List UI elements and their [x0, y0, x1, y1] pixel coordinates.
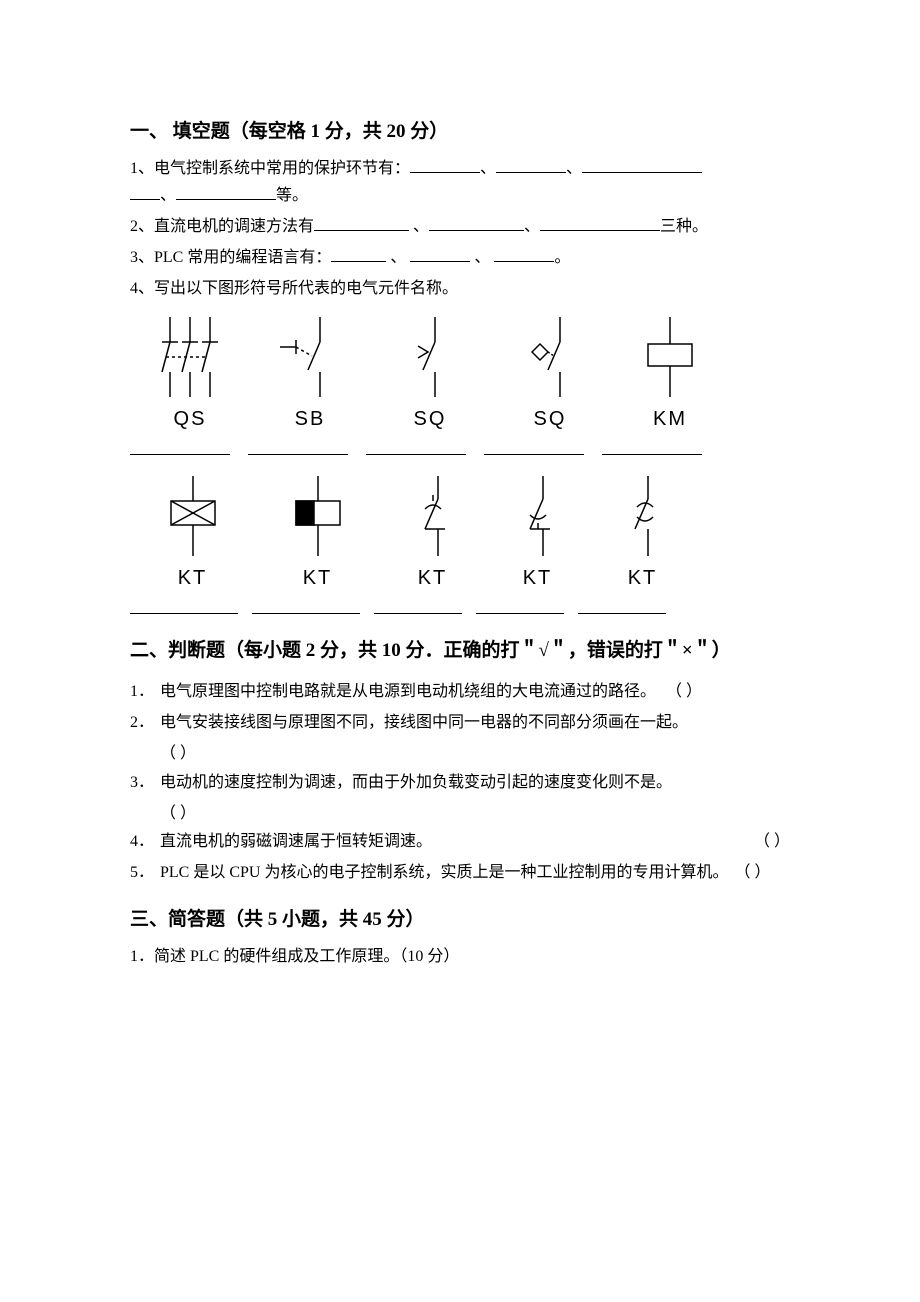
judge-paren[interactable]: （ ）	[660, 683, 702, 700]
kt1-label: KT	[178, 563, 208, 593]
sq2-label: SQ	[534, 404, 567, 434]
q2-blank3[interactable]	[540, 214, 660, 231]
judge-num: 4．	[130, 828, 160, 857]
section3-title: 三、简答题（共 5 小题，共 45 分）	[130, 906, 790, 935]
q3-prefix: 3、PLC 常用的编程语言有：	[130, 249, 331, 266]
kt3-icon	[383, 471, 483, 561]
judge-paren-3[interactable]: （ ）	[130, 800, 790, 829]
answer-row-1	[130, 438, 790, 455]
sb-icon	[260, 312, 360, 402]
q3-sep2: 、	[470, 249, 494, 266]
sb-label: SB	[295, 404, 326, 434]
qs-label: QS	[174, 404, 207, 434]
ans1-1[interactable]	[130, 438, 230, 455]
judge-paren[interactable]: （ ）	[748, 828, 790, 857]
symbol-kt3: KT	[380, 471, 485, 593]
symbol-kt2: KT	[255, 471, 380, 593]
q3: 3、PLC 常用的编程语言有： 、 、 。	[130, 244, 790, 271]
judge-paren[interactable]: （ ）	[736, 864, 770, 881]
symbol-row-2: KT KT KT	[130, 471, 790, 593]
ans1-3[interactable]	[366, 438, 466, 455]
q2-blank2[interactable]	[429, 214, 524, 231]
ans1-4[interactable]	[484, 438, 584, 455]
q1-sep2: 、	[566, 160, 582, 177]
kt2-label: KT	[303, 563, 333, 593]
q3-suffix: 。	[554, 249, 570, 266]
judge-list: 1．电气原理图中控制电路就是从电源到电动机绕组的大电流通过的路径。 （ ）2．电…	[130, 678, 790, 888]
kt5-label: KT	[628, 563, 658, 593]
ans2-5[interactable]	[578, 597, 666, 614]
ans1-2[interactable]	[248, 438, 348, 455]
q3-sep1: 、	[386, 249, 410, 266]
kt3-label: KT	[418, 563, 448, 593]
judge-item-2: 2．电气安装接线图与原理图不同，接线图中同一电器的不同部分须画在一起。	[130, 709, 790, 738]
q1-blank1[interactable]	[410, 156, 480, 173]
q1-blank2[interactable]	[496, 156, 566, 173]
judge-text: PLC 是以 CPU 为核心的电子控制系统，实质上是一种工业控制用的专用计算机。…	[160, 859, 790, 888]
symbol-sq1: SQ	[370, 312, 490, 434]
symbol-kt4: KT	[485, 471, 590, 593]
kt2-icon	[268, 471, 368, 561]
judge-text: 直流电机的弱磁调速属于恒转矩调速。	[160, 828, 748, 857]
q1-prefix: 1、电气控制系统中常用的保护环节有：	[130, 160, 410, 177]
judge-num: 1．	[130, 678, 160, 707]
judge-item-3: 3．电动机的速度控制为调速，而由于外加负载变动引起的速度变化则不是。	[130, 769, 790, 798]
q1-blank4[interactable]	[176, 183, 276, 200]
answer-row-2	[130, 597, 790, 614]
section2-title: 二、判断题（每小题 2 分，共 10 分．正确的打＂√＂，错误的打＂×＂）	[130, 632, 790, 670]
judge-text: 电气安装接线图与原理图不同，接线图中同一电器的不同部分须画在一起。	[160, 709, 790, 738]
ans2-4[interactable]	[476, 597, 564, 614]
judge-item-4: 4．直流电机的弱磁调速属于恒转矩调速。（ ）	[130, 828, 790, 857]
q1-sep3: 、	[160, 187, 176, 204]
q2-suffix: 三种。	[660, 218, 708, 235]
symbol-row-1: QS SB SQ	[130, 312, 790, 434]
q1-sep1: 、	[480, 160, 496, 177]
q4-text: 4、写出以下图形符号所代表的电气元件名称。	[130, 275, 790, 302]
kt5-icon	[593, 471, 693, 561]
km-icon	[620, 312, 720, 402]
q3-blank3[interactable]	[494, 245, 554, 262]
q3-blank2[interactable]	[410, 245, 470, 262]
sq1-icon	[380, 312, 480, 402]
q1-suffix: 等。	[276, 187, 308, 204]
ans2-2[interactable]	[252, 597, 360, 614]
q2-prefix: 2、直流电机的调速方法有	[130, 218, 314, 235]
ans2-1[interactable]	[130, 597, 238, 614]
q2: 2、直流电机的调速方法有 、 、 三种。	[130, 213, 790, 240]
kt1-icon	[143, 471, 243, 561]
judge-item-1: 1．电气原理图中控制电路就是从电源到电动机绕组的大电流通过的路径。 （ ）	[130, 678, 790, 707]
symbol-km: KM	[610, 312, 730, 434]
ans1-5[interactable]	[602, 438, 702, 455]
sq1-label: SQ	[414, 404, 447, 434]
symbol-qs: QS	[130, 312, 250, 434]
judge-num: 5．	[130, 859, 160, 888]
sq2-icon	[500, 312, 600, 402]
judge-text: 电动机的速度控制为调速，而由于外加负载变动引起的速度变化则不是。	[160, 769, 790, 798]
judge-paren-2[interactable]: （ ）	[130, 740, 790, 769]
km-label: KM	[653, 404, 687, 434]
ans2-3[interactable]	[374, 597, 462, 614]
q2-sep2: 、	[524, 218, 540, 235]
symbol-kt5: KT	[590, 471, 695, 593]
judge-text: 电气原理图中控制电路就是从电源到电动机绕组的大电流通过的路径。 （ ）	[160, 678, 790, 707]
symbol-kt1: KT	[130, 471, 255, 593]
judge-num: 2．	[130, 709, 160, 738]
section1-title: 一、 填空题（每空格 1 分，共 20 分）	[130, 118, 790, 147]
kt4-icon	[488, 471, 588, 561]
q2-blank1[interactable]	[314, 214, 409, 231]
symbol-sb: SB	[250, 312, 370, 434]
symbol-sq2: SQ	[490, 312, 610, 434]
q3-blank1[interactable]	[331, 245, 386, 262]
q1: 1、电气控制系统中常用的保护环节有：、、、等。	[130, 155, 790, 209]
q1-blank3[interactable]	[582, 156, 702, 173]
q1-blank3b[interactable]	[130, 183, 160, 200]
q2-sep1: 、	[409, 218, 429, 235]
judge-item-5: 5．PLC 是以 CPU 为核心的电子控制系统，实质上是一种工业控制用的专用计算…	[130, 859, 790, 888]
kt4-label: KT	[523, 563, 553, 593]
sa-q1: 1．简述 PLC 的硬件组成及工作原理。（10 分）	[130, 943, 790, 972]
judge-num: 3．	[130, 769, 160, 798]
qs-icon	[140, 312, 240, 402]
